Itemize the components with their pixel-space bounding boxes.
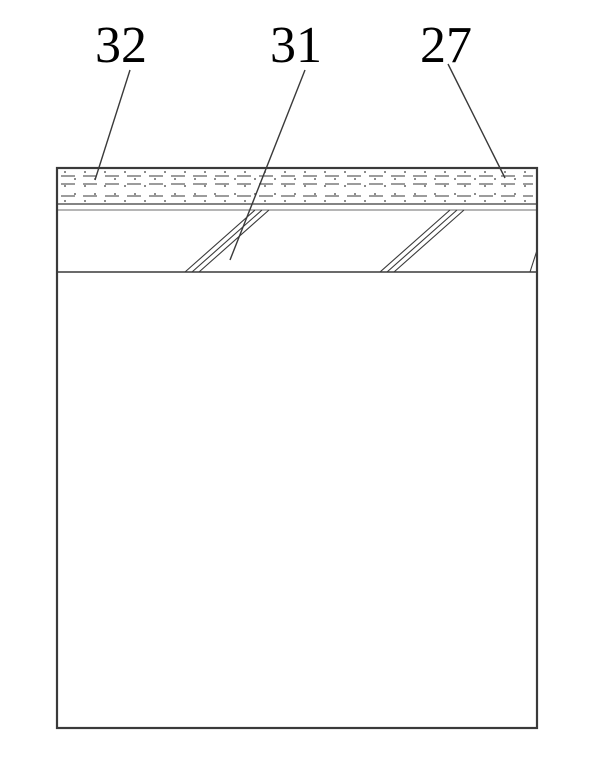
diagram-svg [0, 0, 589, 780]
diagram-container: 32 31 27 [0, 0, 589, 780]
